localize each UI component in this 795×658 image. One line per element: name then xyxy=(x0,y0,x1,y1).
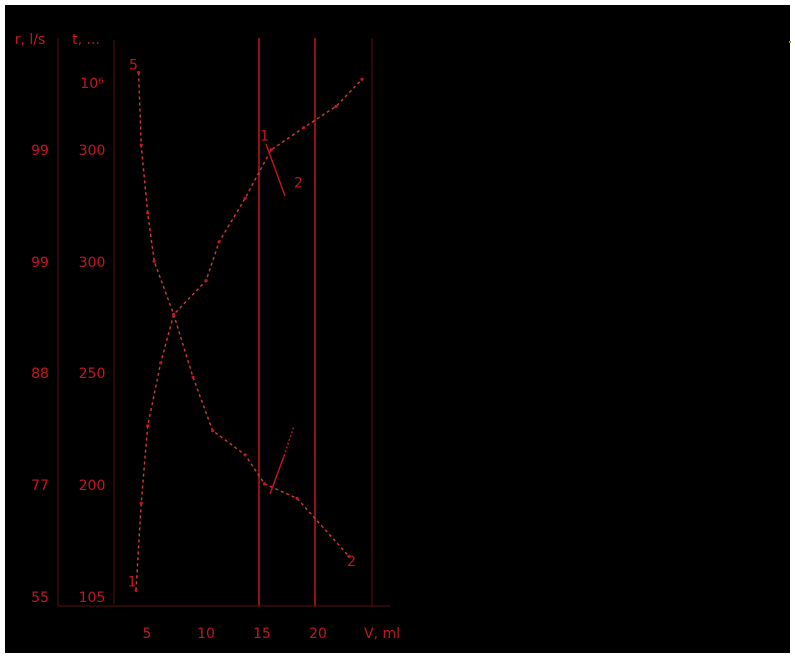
corner-marker xyxy=(789,41,791,43)
y-scale-2-tick-label: 10⁶ xyxy=(80,76,104,92)
annotation-label: 2 xyxy=(347,554,356,570)
y-scale-2-tick-label: 300 xyxy=(79,255,106,271)
series-2-point xyxy=(211,429,215,433)
series-1-point xyxy=(159,361,163,365)
y-scale-2-tick-label: 200 xyxy=(79,478,106,494)
series-2-point xyxy=(191,375,195,379)
series-2-point xyxy=(243,453,247,457)
series-2-point xyxy=(152,259,156,263)
tangent-mark xyxy=(269,455,285,495)
series-2-point xyxy=(295,496,299,500)
series-2-point xyxy=(347,554,351,559)
series-2-point xyxy=(263,482,267,486)
series-2-point xyxy=(172,312,176,317)
tangent-mark xyxy=(283,425,295,457)
series-1-point xyxy=(302,126,306,130)
x-tick-label: 10 xyxy=(197,626,215,642)
y-scale-1-tick-label: 99 xyxy=(31,143,49,159)
series-1-point xyxy=(217,240,221,244)
y-scale-2-tick-label: 105 xyxy=(79,590,106,606)
y-scale-2-tick-label: 250 xyxy=(79,366,106,382)
x-tick-label: 5 xyxy=(143,626,152,642)
y-scale-1-tick-label: 88 xyxy=(31,366,49,382)
series-1-point xyxy=(134,588,138,592)
y-scale-2-header: t, ... xyxy=(72,32,100,48)
series-1-point xyxy=(146,424,150,428)
annotation-label: 5 xyxy=(129,58,138,74)
x-tick-label: 15 xyxy=(253,626,271,642)
y-scale-2-tick-label: 300 xyxy=(79,143,106,159)
x-tick-label: 20 xyxy=(309,626,327,642)
series-2-point xyxy=(137,70,141,75)
series-line-2 xyxy=(137,72,350,557)
series-2-point xyxy=(146,211,150,215)
series-1-point xyxy=(243,196,247,200)
y-scale-1-tick-label: 99 xyxy=(31,255,49,271)
annotation-label: 1 xyxy=(260,128,269,144)
y-scale-1-header: r, l/s xyxy=(15,32,46,48)
series-1-point xyxy=(269,148,273,152)
annotation-label: 1 xyxy=(128,575,137,591)
tangent-mark xyxy=(265,143,286,197)
y-scale-1-tick-label: 55 xyxy=(31,590,49,606)
x-axis-label: V, ml xyxy=(364,626,400,642)
annotation-label: 2 xyxy=(294,176,303,192)
series-1-point xyxy=(334,104,338,108)
figure-frame xyxy=(5,5,790,653)
series-1-point xyxy=(360,77,364,81)
series-1-point xyxy=(204,279,208,283)
y-scale-1-tick-label: 77 xyxy=(31,478,49,494)
series-2-point xyxy=(139,143,143,147)
series-1-point xyxy=(139,501,143,505)
series-line-1 xyxy=(135,78,363,591)
